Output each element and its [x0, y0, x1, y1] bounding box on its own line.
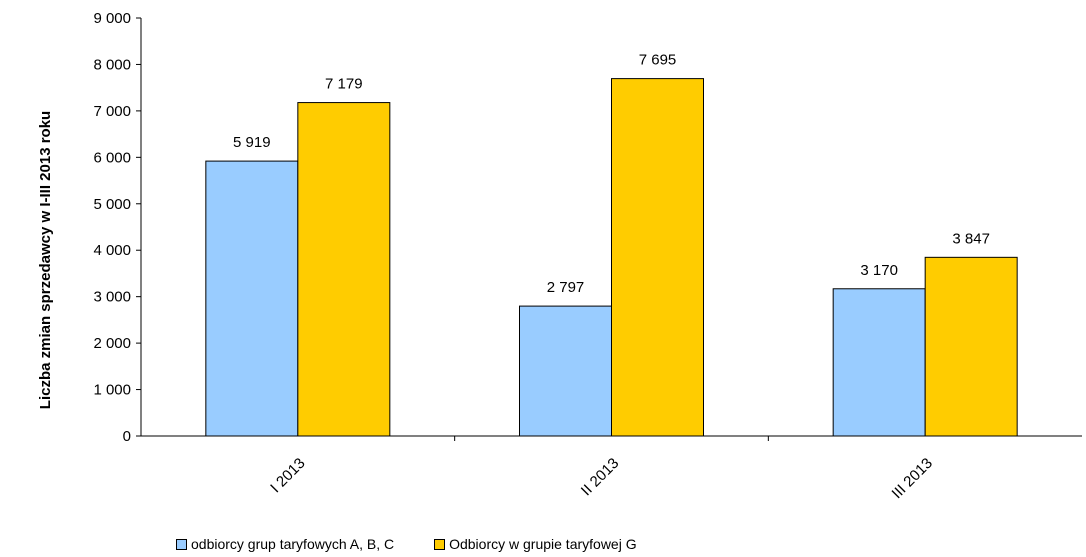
legend-label-abc: odbiorcy grup taryfowych A, B, C	[191, 536, 395, 552]
bars	[205, 78, 1018, 437]
bar-g	[611, 78, 704, 437]
legend-item-abc: odbiorcy grup taryfowych A, B, C	[176, 536, 394, 552]
bar-g	[297, 102, 391, 437]
y-tick-label: 1 000	[93, 382, 131, 399]
legend-item-g: Odbiorcy w grupie taryfowej G	[434, 536, 637, 552]
y-tick-label: 3 000	[93, 289, 131, 306]
legend-label-g: Odbiorcy w grupie taryfowej G	[449, 536, 637, 552]
y-axis-title: Liczba zmian sprzedawcy w I-III 2013 rok…	[37, 111, 54, 409]
data-label: 5 919	[233, 134, 271, 151]
legend: odbiorcy grup taryfowych A, B, C Odbiorc…	[176, 536, 677, 552]
data-label: 7 695	[639, 52, 677, 69]
data-labels: 5 919 7 179 2 797 7 695 3 170 3 847	[233, 52, 990, 296]
legend-swatch-abc	[176, 538, 187, 550]
x-tick-label: II 2013	[578, 455, 622, 499]
bar-abc	[205, 160, 299, 437]
bar-abc	[832, 288, 926, 437]
y-tick-label: 5 000	[93, 196, 131, 213]
y-tick-label: 8 000	[93, 56, 131, 73]
y-tick-label: 6 000	[93, 149, 131, 166]
bar-chart: 0 1 000 2 000 3 000 4 000 5 000 6 000 7 000 8 00…	[37, 10, 1082, 502]
x-tick-label: I 2013	[267, 455, 309, 497]
data-label: 2 797	[547, 279, 585, 296]
data-label: 7 179	[325, 76, 363, 93]
y-tick-label: 4 000	[93, 242, 131, 259]
y-tick-label: 2 000	[93, 335, 131, 352]
data-label: 3 847	[952, 230, 990, 247]
legend-swatch-g	[434, 538, 446, 550]
y-tick-label: 0	[123, 428, 131, 445]
y-tick-label: 9 000	[93, 10, 131, 27]
y-tick-label: 7 000	[93, 103, 131, 120]
x-tick-label: III 2013	[889, 455, 936, 502]
bar-abc	[519, 305, 612, 437]
bar-g	[924, 256, 1018, 437]
data-label: 3 170	[860, 262, 898, 279]
